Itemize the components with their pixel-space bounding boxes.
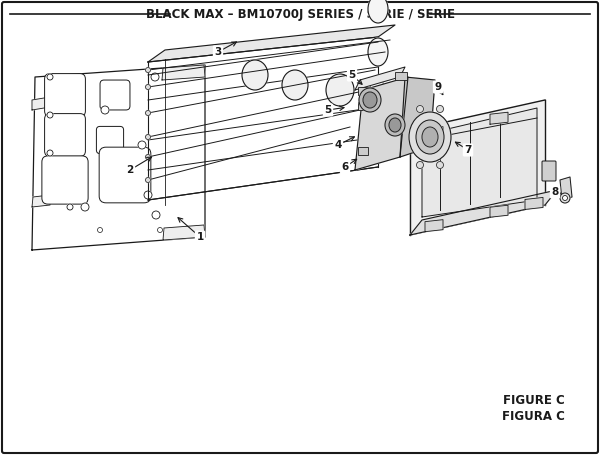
Ellipse shape [437, 106, 443, 112]
Text: 6: 6 [341, 162, 349, 172]
Text: 8: 8 [551, 187, 559, 197]
Polygon shape [162, 65, 205, 80]
Ellipse shape [146, 135, 151, 140]
Ellipse shape [146, 67, 151, 72]
Polygon shape [400, 77, 435, 157]
Polygon shape [560, 177, 572, 200]
Text: 3: 3 [214, 47, 221, 57]
Ellipse shape [359, 88, 381, 112]
Text: 1: 1 [196, 232, 203, 242]
FancyBboxPatch shape [542, 161, 556, 181]
Ellipse shape [416, 162, 424, 168]
Text: 9: 9 [434, 82, 442, 92]
Ellipse shape [282, 70, 308, 100]
Polygon shape [525, 197, 543, 209]
Polygon shape [355, 67, 405, 90]
Bar [358, 87, 368, 95]
Ellipse shape [560, 193, 570, 203]
Polygon shape [410, 190, 557, 235]
Ellipse shape [563, 196, 568, 201]
Polygon shape [422, 108, 537, 217]
Ellipse shape [363, 92, 377, 108]
Ellipse shape [47, 74, 53, 80]
Text: FIGURA C: FIGURA C [502, 410, 565, 424]
Bar [358, 102, 368, 110]
Polygon shape [425, 126, 443, 139]
Ellipse shape [144, 191, 152, 199]
Ellipse shape [146, 111, 151, 116]
Ellipse shape [47, 112, 53, 118]
Ellipse shape [146, 155, 151, 160]
Ellipse shape [368, 81, 388, 109]
Ellipse shape [81, 203, 89, 211]
Polygon shape [32, 65, 205, 250]
Ellipse shape [416, 106, 424, 112]
Ellipse shape [47, 150, 53, 156]
Ellipse shape [368, 0, 388, 23]
Bar [395, 72, 407, 80]
Bar [358, 147, 368, 155]
Text: 2: 2 [127, 165, 134, 175]
Ellipse shape [146, 177, 151, 182]
Ellipse shape [368, 38, 388, 66]
Ellipse shape [409, 112, 451, 162]
Text: FIGURE C: FIGURE C [503, 394, 565, 406]
Ellipse shape [151, 73, 159, 81]
Ellipse shape [385, 114, 405, 136]
FancyBboxPatch shape [100, 80, 130, 110]
FancyBboxPatch shape [99, 147, 151, 203]
Polygon shape [148, 25, 395, 62]
Ellipse shape [146, 85, 151, 90]
Ellipse shape [437, 162, 443, 168]
Polygon shape [490, 112, 508, 124]
Polygon shape [355, 77, 408, 170]
Text: 5: 5 [325, 105, 332, 115]
Ellipse shape [157, 228, 163, 233]
Ellipse shape [101, 106, 109, 114]
FancyBboxPatch shape [44, 74, 85, 116]
Polygon shape [410, 100, 545, 235]
Ellipse shape [152, 211, 160, 219]
Text: 7: 7 [464, 145, 472, 155]
Polygon shape [32, 195, 50, 207]
Polygon shape [163, 225, 205, 240]
Ellipse shape [242, 60, 268, 90]
Ellipse shape [67, 204, 73, 210]
Ellipse shape [416, 120, 444, 154]
Polygon shape [32, 97, 50, 110]
Text: BLACK MAX – BM10700J SERIES / SÉRIE / SERIE: BLACK MAX – BM10700J SERIES / SÉRIE / SE… [146, 7, 455, 21]
Polygon shape [425, 220, 443, 232]
FancyBboxPatch shape [97, 126, 124, 154]
Ellipse shape [389, 118, 401, 132]
Ellipse shape [422, 127, 438, 147]
Text: 5: 5 [349, 70, 356, 80]
Text: 4: 4 [334, 140, 341, 150]
Ellipse shape [138, 141, 146, 149]
FancyBboxPatch shape [42, 156, 88, 204]
Ellipse shape [326, 74, 354, 106]
FancyBboxPatch shape [44, 114, 85, 157]
Ellipse shape [97, 228, 103, 233]
Polygon shape [490, 205, 508, 217]
